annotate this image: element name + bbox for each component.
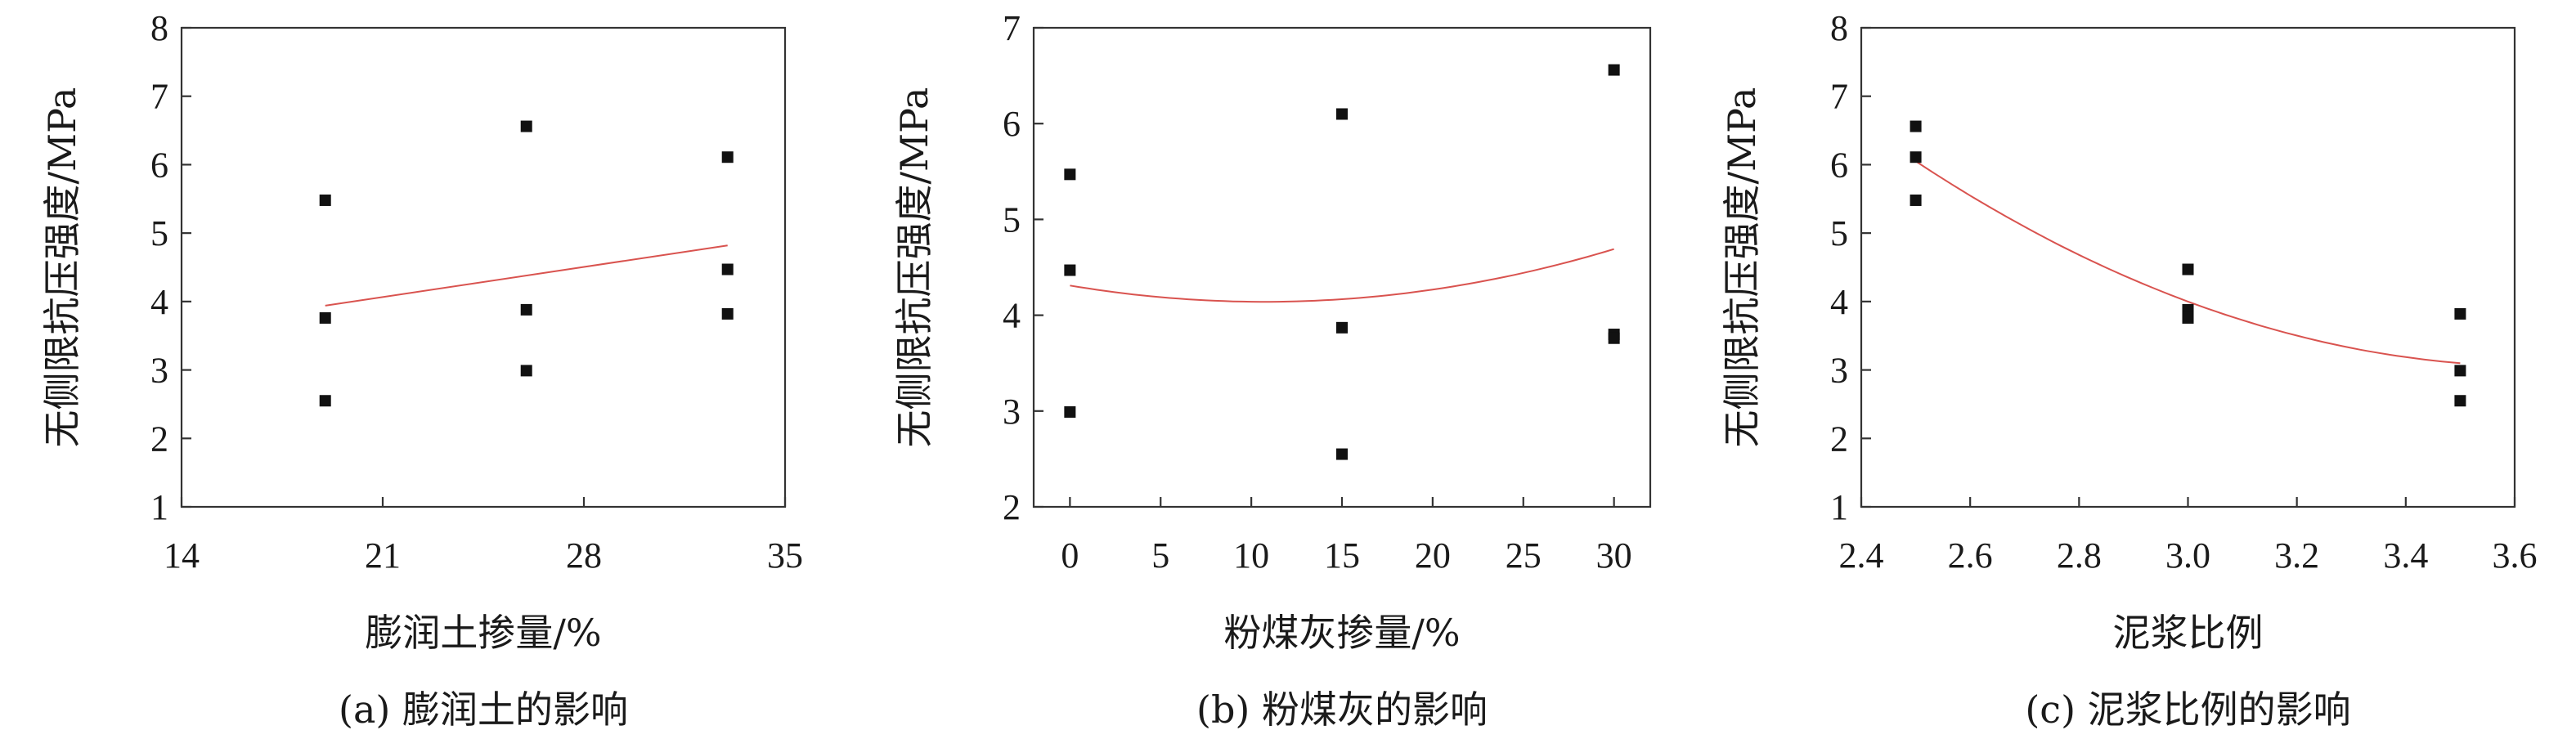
data-point <box>721 307 734 320</box>
y-tick-label: 2 <box>150 419 168 459</box>
y-tick-label: 4 <box>1003 296 1021 336</box>
plot-frame <box>1032 26 1652 508</box>
y-axis-title: 无侧限抗压强度/MPa <box>40 87 84 448</box>
y-tick-label: 8 <box>1830 8 1848 48</box>
data-point <box>520 303 532 316</box>
y-tick-label: 3 <box>1003 392 1021 432</box>
y-tick-label: 7 <box>1830 77 1848 117</box>
y-tick-label: 2 <box>1003 487 1021 527</box>
y-tick-label: 7 <box>1003 8 1021 48</box>
y-tick-label: 5 <box>1830 213 1848 253</box>
x-tick-label: 35 <box>767 535 803 576</box>
data-point <box>2182 263 2194 275</box>
data-point <box>1910 151 1922 163</box>
data-point <box>319 194 331 206</box>
data-point <box>1608 332 1620 344</box>
panel-caption: (a) 膨润土的影响 <box>339 688 628 732</box>
chart-panel-3: 1 2 3 4 5 6 7 8 2.4 2.6 2.8 3.0 3.2 3.4 3.6 无侧限抗压强度/MPa… <box>1720 8 2538 732</box>
x-tick-label: 28 <box>566 535 602 576</box>
data-point <box>319 395 331 407</box>
x-tick-label: 14 <box>164 535 200 576</box>
trendline <box>1070 248 1614 303</box>
y-tick-label: 5 <box>1003 199 1021 240</box>
data-point <box>1064 168 1076 181</box>
y-tick-label: 4 <box>1830 282 1848 322</box>
y-axis-title: 无侧限抗压强度/MPa <box>1720 87 1764 448</box>
chart-panel-1: 1 2 3 4 5 6 7 8 14 21 28 35 无侧限抗压强度/MPa 膨润土掺量/% (a) 膨润… <box>40 8 803 732</box>
x-tick-label: 0 <box>1061 535 1079 576</box>
x-tick-label: 20 <box>1415 535 1451 576</box>
x-axis-title: 泥浆比例 <box>2113 611 2264 655</box>
x-tick-label: 25 <box>1506 535 1542 576</box>
trendline <box>325 244 728 307</box>
data-point <box>1064 264 1076 276</box>
y-tick-label: 5 <box>150 213 168 253</box>
y-tick-label: 3 <box>150 351 168 391</box>
data-point <box>1336 321 1348 334</box>
y-tick-label: 2 <box>1830 419 1848 459</box>
data-point <box>1336 448 1348 460</box>
x-tick-label: 3.0 <box>2165 535 2210 576</box>
x-tick-label: 30 <box>1596 535 1632 576</box>
y-tick-label: 7 <box>150 77 168 117</box>
data-point <box>2454 395 2466 407</box>
x-tick-label: 21 <box>365 535 401 576</box>
data-point <box>1910 194 1922 206</box>
x-tick-label: 2.6 <box>1948 535 1993 576</box>
data-point <box>2182 311 2194 324</box>
y-tick-label: 6 <box>1830 145 1848 185</box>
data-point <box>1910 120 1922 132</box>
data-point <box>2454 307 2466 320</box>
y-tick-label: 8 <box>150 8 168 48</box>
data-point <box>520 365 532 377</box>
data-point <box>1336 108 1348 120</box>
y-tick-label: 6 <box>1003 104 1021 144</box>
data-point <box>721 263 734 275</box>
y-tick-label: 3 <box>1830 351 1848 391</box>
trendline <box>1915 160 2461 365</box>
data-point <box>319 311 331 324</box>
panel-caption: (b) 粉煤灰的影响 <box>1196 688 1488 732</box>
data-point <box>2454 365 2466 377</box>
y-axis-title: 无侧限抗压强度/MPa <box>892 87 936 448</box>
data-point <box>520 120 532 132</box>
data-point <box>1064 405 1076 418</box>
x-tick-label: 15 <box>1324 535 1360 576</box>
data-point <box>1608 64 1620 76</box>
plot-frame <box>180 26 787 508</box>
data-point <box>721 151 734 163</box>
x-axis-title: 粉煤灰掺量/% <box>1223 611 1460 655</box>
x-tick-label: 3.4 <box>2383 535 2428 576</box>
x-tick-label: 10 <box>1233 535 1269 576</box>
panel-caption: (c) 泥浆比例的影响 <box>2025 688 2350 732</box>
x-tick-label: 2.4 <box>1839 535 1884 576</box>
x-tick-label: 5 <box>1151 535 1169 576</box>
y-tick-label: 6 <box>150 145 168 185</box>
x-tick-label: 3.2 <box>2274 535 2319 576</box>
y-tick-label: 1 <box>1830 487 1848 527</box>
x-tick-label: 3.6 <box>2493 535 2538 576</box>
x-tick-label: 2.8 <box>2057 535 2102 576</box>
y-tick-label: 1 <box>150 487 168 527</box>
y-tick-label: 4 <box>150 282 168 322</box>
x-axis-title: 膨润土掺量/% <box>365 611 601 655</box>
chart-panel-2: 2 3 4 5 6 7 0 5 10 15 20 25 30 无侧限抗压强度/MPa 粉煤灰掺量/% (b) … <box>892 8 1652 732</box>
